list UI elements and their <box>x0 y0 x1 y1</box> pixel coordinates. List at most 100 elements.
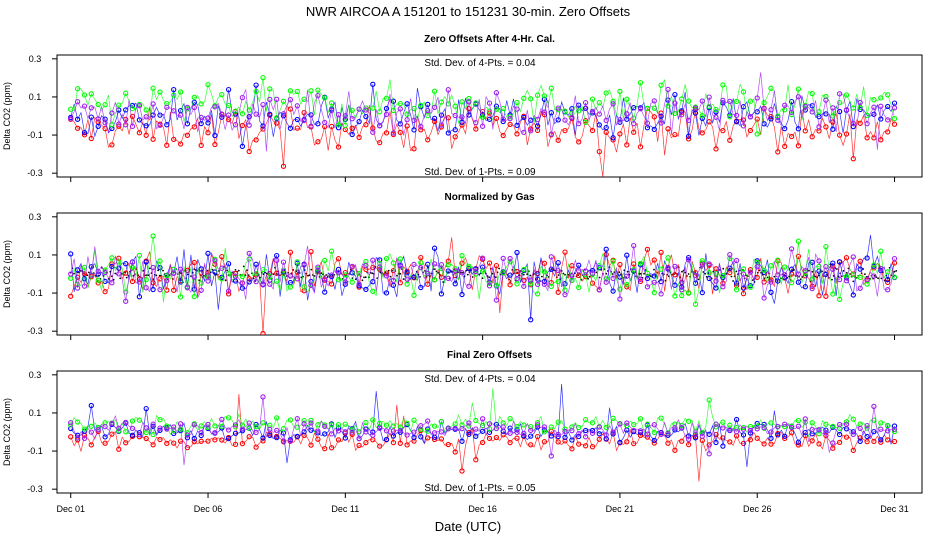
data-point <box>885 428 891 434</box>
data-point <box>349 279 355 285</box>
data-point <box>177 112 184 118</box>
data-point <box>466 95 472 102</box>
data-point <box>68 293 74 299</box>
data-point <box>823 93 829 100</box>
data-point <box>713 431 719 438</box>
data-point <box>582 268 589 274</box>
data-point <box>761 424 767 431</box>
data-point <box>184 104 191 111</box>
data-point <box>603 124 609 131</box>
data-point <box>507 272 513 278</box>
data-point <box>830 423 836 430</box>
data-point <box>123 419 129 426</box>
data-point <box>850 416 856 422</box>
data-point <box>885 437 891 443</box>
data-point <box>850 156 856 162</box>
data-point <box>685 418 692 424</box>
data-point <box>603 424 609 431</box>
data-point <box>885 129 891 135</box>
data-point <box>871 428 877 435</box>
data-point <box>171 287 177 293</box>
data-point <box>548 131 554 137</box>
data-point <box>287 249 294 255</box>
data-point <box>335 266 342 273</box>
data-point <box>720 284 726 290</box>
data-point <box>342 122 348 129</box>
data-point <box>617 261 623 268</box>
data-point <box>109 110 115 116</box>
data-point <box>164 426 170 432</box>
series-line <box>70 77 895 135</box>
data-point <box>370 417 376 423</box>
data-point <box>651 98 657 104</box>
data-point <box>555 137 561 143</box>
data-point <box>191 293 197 300</box>
data-point <box>610 101 616 107</box>
data-point <box>596 122 602 128</box>
data-point <box>603 246 609 252</box>
data-point <box>713 106 719 113</box>
data-point <box>479 416 486 422</box>
data-point <box>157 436 163 443</box>
data-point <box>713 278 719 284</box>
data-point <box>267 96 273 103</box>
data-point <box>582 427 589 434</box>
panel-3: Final Zero Offsets 0.3 0.1 -0.1 -0.3 Delta CO… <box>2 350 923 494</box>
data-point <box>878 437 884 443</box>
data-point <box>610 288 616 294</box>
data-point <box>88 442 94 448</box>
data-point <box>658 266 664 272</box>
data-point <box>315 428 321 434</box>
panel-1: Zero Offsets After 4-Hr. Cal. 0.3 0.1 -0.1 -… <box>2 34 923 178</box>
mean-point <box>588 275 591 278</box>
data-point <box>205 115 211 121</box>
data-point <box>246 250 252 257</box>
data-point <box>637 144 644 150</box>
data-point <box>370 257 376 263</box>
data-point <box>425 428 431 434</box>
mean-point <box>147 274 150 277</box>
data-point <box>782 421 788 427</box>
data-point <box>459 425 465 432</box>
data-point <box>816 113 822 120</box>
data-point <box>473 126 479 132</box>
data-point <box>871 273 877 279</box>
data-point <box>836 99 843 106</box>
data-point <box>891 121 898 127</box>
data-point <box>514 249 520 256</box>
mean-point <box>190 275 192 277</box>
data-point <box>212 437 218 443</box>
stat-1pt: Std. Dev. of 1-Pts. = 0.09 <box>424 167 536 178</box>
data-point <box>816 293 822 299</box>
data-point <box>788 266 795 272</box>
data-point <box>631 427 637 434</box>
data-point <box>322 276 328 282</box>
data-point <box>143 277 149 283</box>
data-point <box>795 86 802 92</box>
data-point <box>363 419 369 426</box>
data-point <box>322 95 328 101</box>
data-point <box>81 129 88 136</box>
data-point <box>95 123 101 130</box>
data-point <box>123 429 129 435</box>
data-point <box>878 267 884 274</box>
data-point <box>562 291 568 298</box>
data-point <box>390 260 397 266</box>
data-point <box>342 435 348 441</box>
data-point <box>836 132 843 138</box>
data-point <box>109 142 115 148</box>
data-point <box>685 117 692 124</box>
data-point <box>267 274 273 280</box>
data-point <box>390 130 397 136</box>
mean-point <box>198 279 201 282</box>
data-point <box>891 423 898 429</box>
y-axis-label: Delta CO2 (ppm) <box>2 240 12 308</box>
data-point <box>843 434 850 440</box>
mean-point <box>766 276 769 279</box>
data-point <box>301 262 307 268</box>
data-point <box>418 434 424 440</box>
data-point <box>754 426 760 432</box>
mean-point <box>224 279 227 282</box>
data-point <box>878 426 884 432</box>
data-point <box>404 123 410 129</box>
